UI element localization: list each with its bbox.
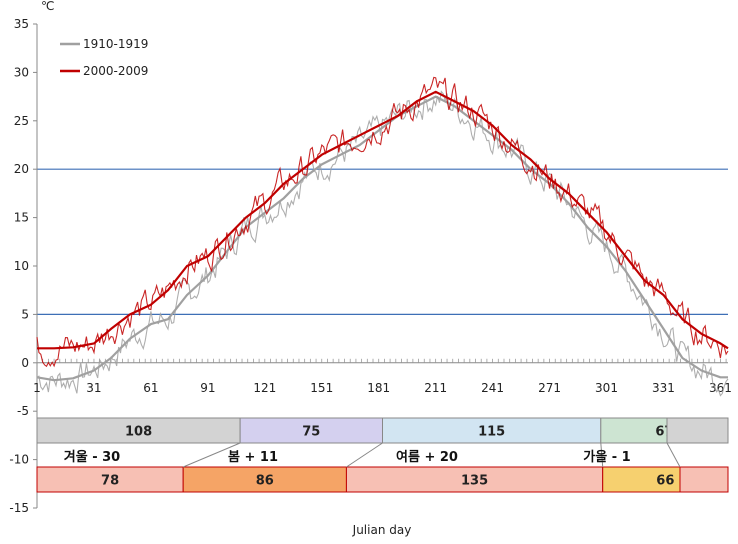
series-daily-line-1 [36,76,729,368]
legend: 1910-1919 2000-2009 [60,37,148,78]
season-connector [600,442,604,468]
season-connector [182,442,241,468]
y-tick-label: 25 [14,114,29,128]
season-change-label: 가을 - 1 [583,449,630,465]
axis-layer: -15 -10 -5 0 5 10 15 20 25 30 35 1 31 61 91 121 151 181 21… [9,17,731,515]
top-bar-segment [239,417,383,444]
x-tick-label: 91 [200,381,215,395]
grid-layer [37,168,728,315]
y-tick-label: -15 [9,501,29,515]
legend-label: 1910-1919 [83,37,148,51]
bottom-bar-tail [679,466,729,493]
x-tick-label: 271 [538,381,561,395]
bottom-bar-segment-value: 78 [101,474,119,489]
y-tick-label: 0 [21,356,29,370]
bottom-bar-segment-value: 66 [656,474,674,489]
x-tick-label: 301 [595,381,618,395]
x-tick-label: 181 [367,381,390,395]
x-tick-label: 361 [709,381,732,395]
x-tick-label: 151 [310,381,333,395]
bottom-bar-segment-value: 86 [256,474,274,489]
top-bar-segment [382,417,602,444]
top-bar-tail [666,417,729,444]
bottom-bar-segment-value: 135 [461,474,488,489]
x-axis-title: Julian day [352,523,412,537]
y-tick-label: 35 [14,17,29,31]
series-layer [36,76,729,397]
x-tick-label: 211 [424,381,447,395]
y-tick-label: 30 [14,65,29,79]
series-daily-line-0 [36,90,729,397]
y-tick-label: -10 [9,453,29,467]
legend-label: 2000-2009 [83,64,148,78]
season-change-label: 겨울 - 30 [64,449,120,465]
y-tick-label: 5 [21,307,29,321]
season-change-label: 여름 + 20 [396,449,458,465]
top-bar-segment-value: 75 [302,425,320,440]
series-smooth-line-0 [36,95,728,382]
season-change-label: 봄 + 11 [228,450,278,465]
y-tick-label: 10 [14,259,29,273]
top-bar-segment [36,417,241,444]
top-bar-segment-value: 115 [478,425,505,440]
x-tick-label: 1 [33,381,41,395]
unit-label: ℃ [41,0,54,13]
top-bar-segment-value: 108 [125,425,152,440]
y-tick-label: -5 [17,404,29,418]
y-tick-label: 20 [14,162,29,176]
x-tick-label: 121 [253,381,276,395]
series-smooth-line-1 [37,90,729,350]
x-tick-label: 331 [652,381,675,395]
bottom-bar-segment [345,466,604,493]
x-tick-label: 31 [86,381,101,395]
x-tick-label: 241 [481,381,504,395]
x-tick-label: 61 [143,381,158,395]
season-connector [346,442,383,468]
y-tick-label: 15 [14,211,29,225]
season-connector [666,442,681,468]
